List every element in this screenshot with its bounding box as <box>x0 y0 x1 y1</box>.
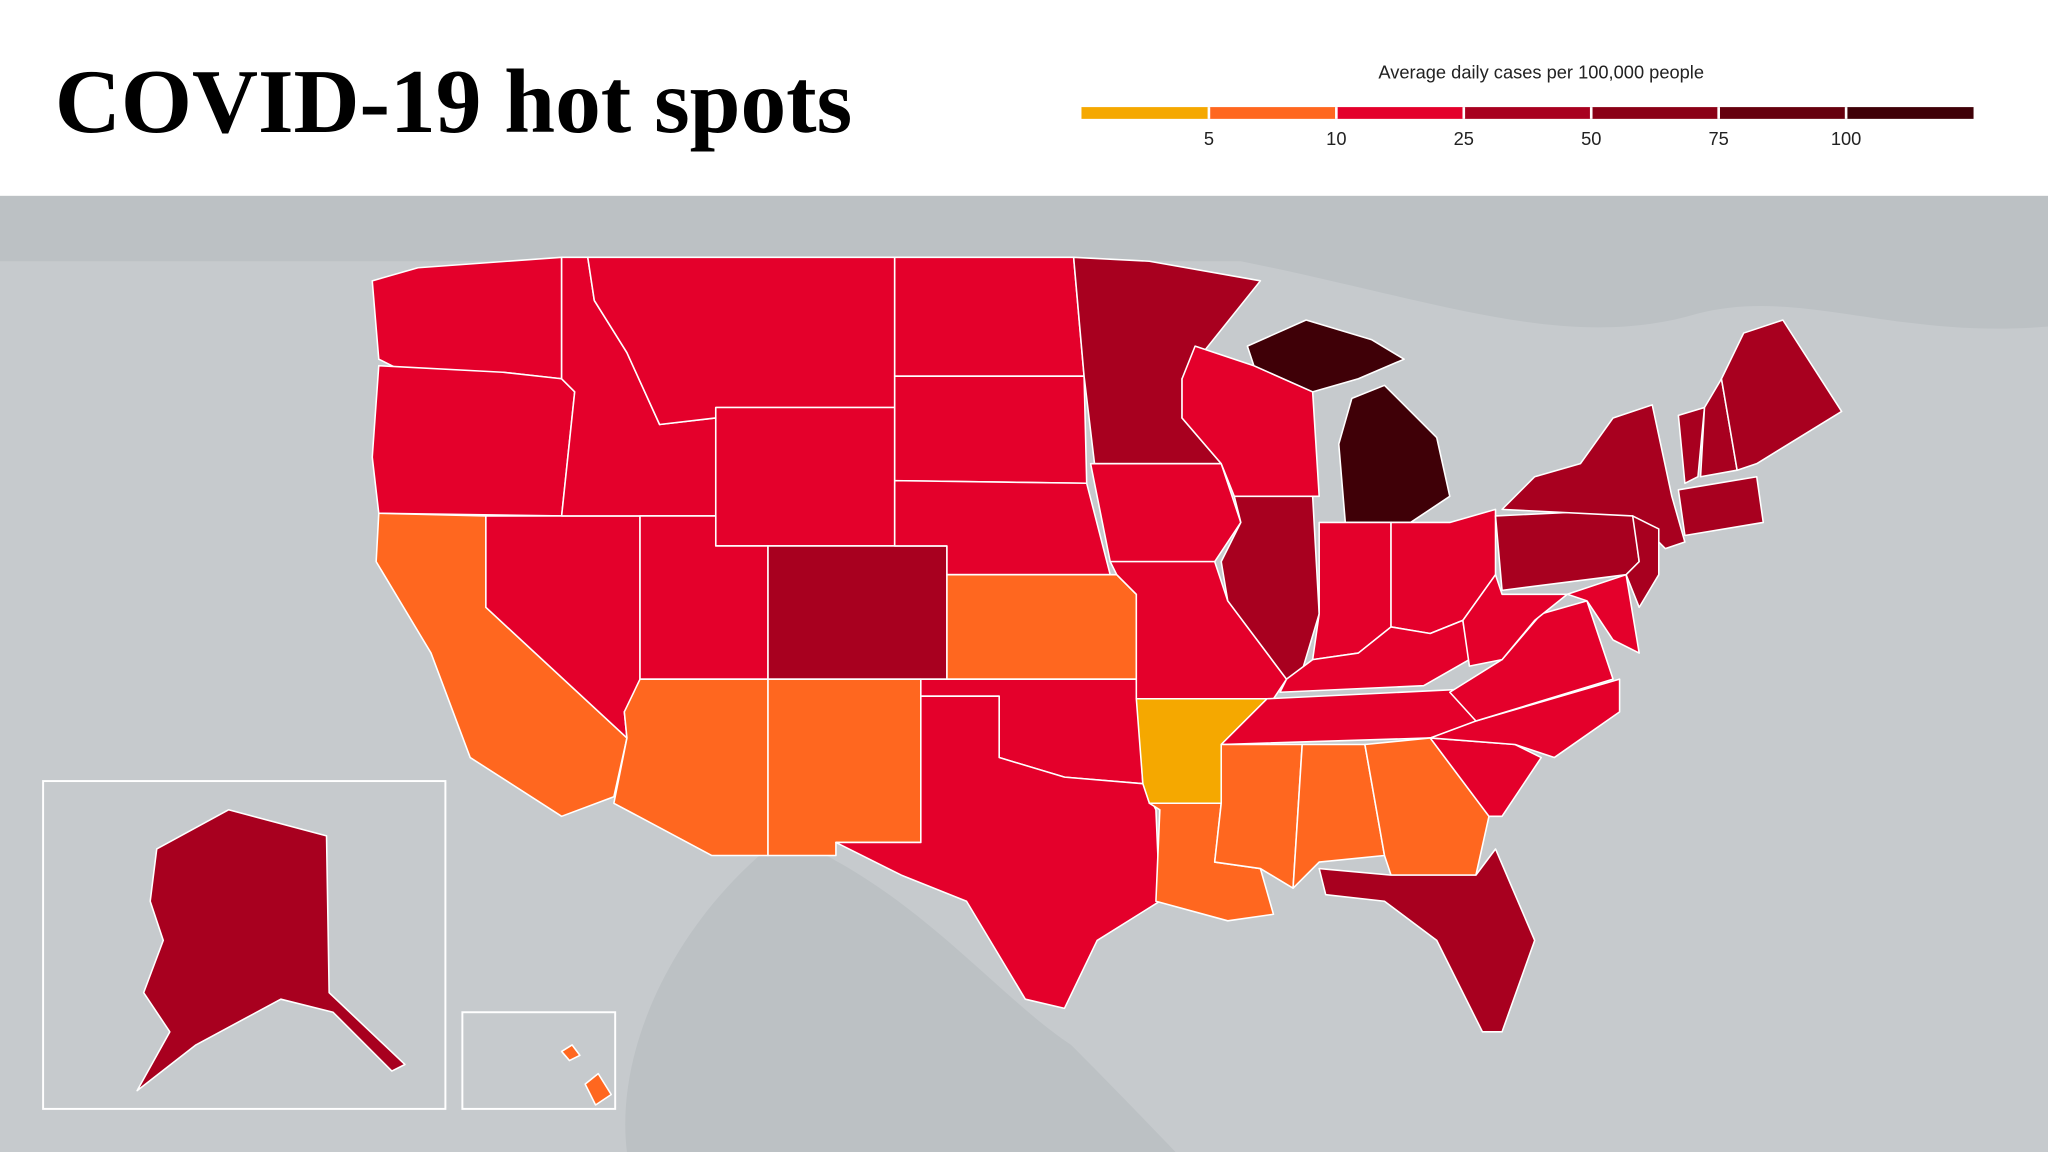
state <box>767 545 948 680</box>
state <box>1429 678 1621 759</box>
state <box>835 695 1161 1010</box>
state <box>560 1044 581 1062</box>
state <box>1720 319 1843 471</box>
state <box>136 809 406 1092</box>
legend-title: Average daily cases per 100,000 people <box>1378 61 1704 82</box>
state <box>1279 619 1471 694</box>
legend: 5 10 25 50 75 100 <box>1081 107 1974 149</box>
legend-tick-label: 25 <box>1454 128 1474 149</box>
legend-swatch <box>1718 107 1847 119</box>
state <box>1462 573 1569 667</box>
state <box>714 406 896 547</box>
legend-tick-label: 50 <box>1581 128 1601 149</box>
state <box>1566 573 1640 654</box>
state <box>1337 384 1451 524</box>
state <box>1677 475 1765 537</box>
state <box>893 375 1088 485</box>
state <box>1677 406 1706 485</box>
state <box>371 256 563 380</box>
legend-tick-label: 75 <box>1709 128 1729 149</box>
legend-swatch <box>1463 107 1592 119</box>
state <box>1089 462 1242 563</box>
legend-tick-label: 100 <box>1831 128 1861 149</box>
state <box>1318 848 1536 1033</box>
state <box>767 678 922 857</box>
states <box>136 256 1843 1106</box>
legend-swatch <box>1208 107 1337 119</box>
title: COVID-19 hot spots <box>55 51 852 152</box>
legend-swatch <box>1846 107 1974 119</box>
header-bg <box>0 0 2048 196</box>
legend-swatch <box>1591 107 1719 119</box>
legend-swatch <box>1336 107 1464 119</box>
alaska-inset <box>42 780 447 1110</box>
state <box>1625 515 1660 609</box>
state <box>1246 319 1405 393</box>
canada-land <box>0 195 2048 329</box>
state <box>1292 743 1386 889</box>
state <box>613 678 769 857</box>
state <box>371 364 576 517</box>
legend-tick-label: 10 <box>1326 128 1346 149</box>
state <box>946 573 1138 680</box>
hawaii-inset <box>461 1011 617 1110</box>
legend-swatch <box>1081 107 1209 119</box>
state <box>584 1072 613 1106</box>
state <box>893 256 1085 377</box>
legend-tick-label: 5 <box>1204 128 1214 149</box>
mexico-land <box>625 835 1176 1152</box>
